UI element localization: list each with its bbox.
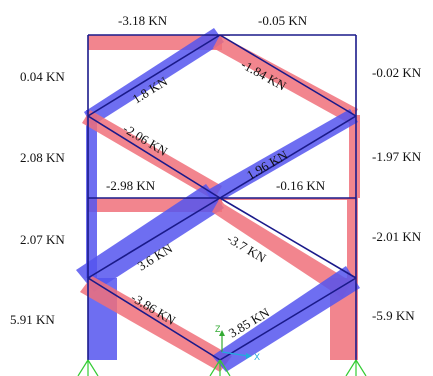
- label-col-left-upper: 0.04 KN: [20, 69, 65, 84]
- band-brace-lower-1: [76, 184, 224, 292]
- frame-brace-d: [219, 115, 357, 199]
- supports: [77, 359, 367, 376]
- support-center: [209, 359, 231, 376]
- frame-brace-a: [87, 34, 221, 117]
- frame-lines: [87, 34, 357, 361]
- frame-brace-f: [219, 197, 357, 279]
- label-col-right-mid: -1.97 KN: [372, 149, 422, 164]
- axis-x-arrow: [246, 353, 252, 359]
- label-col-left-lower: 2.07 KN: [20, 232, 65, 247]
- band-brace-bottom-2: [212, 266, 360, 372]
- axis-x-line: [221, 351, 249, 357]
- label-col-right-upper: -0.02 KN: [372, 65, 422, 80]
- band-brace-upper-2: [213, 35, 358, 124]
- label-col-left-mid: 2.08 KN: [20, 150, 65, 165]
- label-top-beam-right: -0.05 KN: [258, 13, 308, 28]
- label-col-left-base: 5.91 KN: [10, 312, 55, 327]
- support-right: [345, 359, 367, 376]
- label-col-right-base: -5.9 KN: [372, 308, 415, 323]
- label-col-right-lower: -2.01 KN: [372, 229, 422, 244]
- label-top-beam-left: -3.18 KN: [118, 13, 168, 28]
- frame-brace-c: [87, 115, 221, 199]
- axis-triad: Z X: [215, 324, 260, 362]
- frame-brace-e: [87, 197, 221, 279]
- frame-brace-h: [219, 277, 357, 361]
- frame-brace-g: [87, 277, 221, 361]
- band-brace-bottom-1: [80, 276, 232, 372]
- band-brace-lower-2: [212, 190, 352, 298]
- band-brace-upper-1: [84, 28, 224, 126]
- axis-z-arrow: [219, 330, 225, 336]
- frame-brace-b: [219, 34, 357, 117]
- label-mid-beam-left: -2.98 KN: [106, 178, 156, 193]
- band-col-right-upper: [352, 110, 356, 114]
- band-col-right-mid: [349, 115, 360, 198]
- label-mid-beam-right: -0.16 KN: [276, 178, 326, 193]
- support-left: [77, 359, 99, 376]
- axis-z-label: Z: [215, 324, 221, 334]
- band-brace-mid-2: [206, 109, 358, 205]
- axis-x-label: X: [254, 352, 260, 362]
